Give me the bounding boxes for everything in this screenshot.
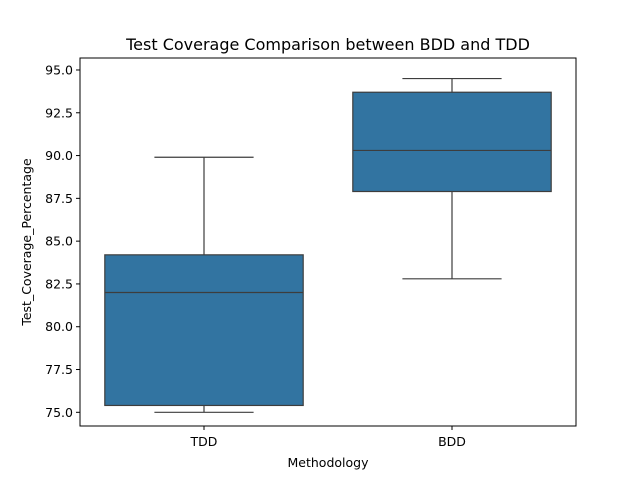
y-tick-label: 85.0: [45, 234, 73, 249]
box-group-bdd: [352, 77, 552, 280]
y-axis: 75.0 77.5 80.0 82.5 85.0 87.5 90.0 92.5 95.0: [45, 62, 80, 420]
y-tick-label: 75.0: [45, 405, 73, 420]
y-tick-label: 92.5: [45, 105, 73, 120]
chart-title: Test Coverage Comparison between BDD and…: [125, 35, 530, 54]
box-group-tdd: [104, 156, 304, 413]
y-tick-label: 90.0: [45, 148, 73, 163]
iqr-box: [104, 254, 304, 407]
y-tick-label: 95.0: [45, 62, 73, 77]
x-axis: TDD BDD: [190, 426, 466, 449]
y-tick-label: 82.5: [45, 276, 73, 291]
y-tick-label: 87.5: [45, 191, 73, 206]
plot-frame: [79, 57, 577, 427]
x-axis-label: Methodology: [288, 455, 370, 470]
boxes-layer: [104, 77, 552, 413]
y-tick-label: 77.5: [45, 362, 73, 377]
x-tick-label-tdd: TDD: [190, 434, 218, 449]
y-axis-label: Test_Coverage_Percentage: [19, 158, 34, 327]
x-tick-label-bdd: BDD: [438, 434, 466, 449]
iqr-box: [352, 91, 552, 193]
y-tick-label: 80.0: [45, 319, 73, 334]
